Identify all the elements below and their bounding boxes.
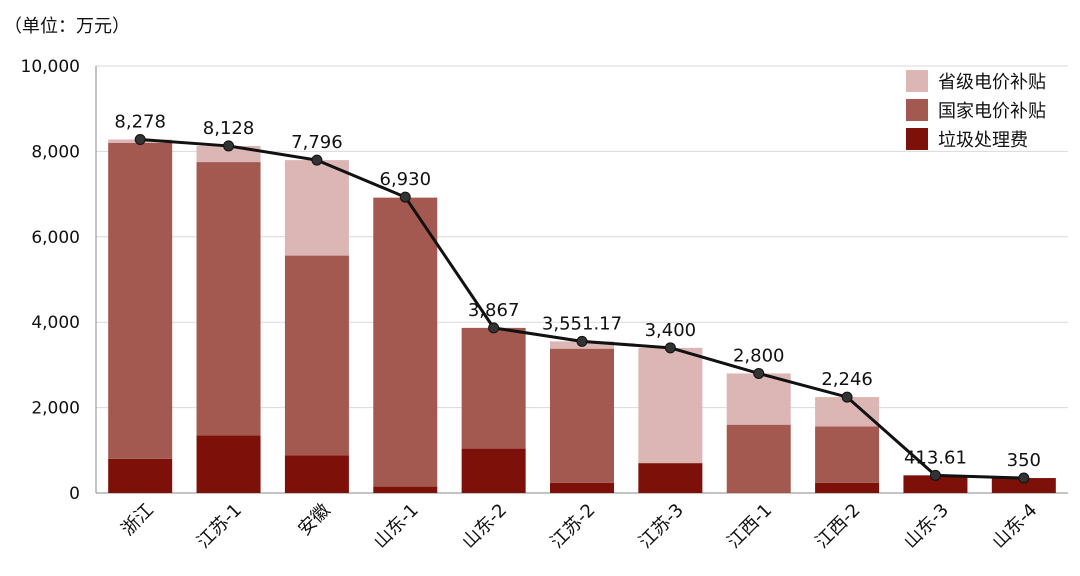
total-point [664, 342, 676, 354]
bar-segment-garbage [196, 435, 261, 493]
x-tick-label: 江西-2 [812, 500, 865, 553]
y-tick-label: 2,000 [31, 399, 80, 419]
total-point [841, 391, 853, 403]
legend-swatch [906, 128, 928, 150]
y-tick-label: 6,000 [31, 228, 80, 248]
bar-segment-national [461, 327, 526, 449]
bar-segment-garbage [903, 475, 968, 493]
total-point [488, 322, 500, 334]
bar-segment-garbage [108, 458, 173, 493]
total-point [753, 367, 765, 379]
data-label: 8,278 [114, 112, 166, 133]
bar-segment-national [108, 142, 173, 459]
y-tick-label: 10,000 [21, 57, 80, 77]
bar-segment-garbage [373, 486, 438, 493]
bar-segment-garbage [815, 482, 880, 493]
bar-segment-provincial [726, 373, 791, 425]
data-label: 350 [1007, 450, 1041, 471]
bar-segment-national [726, 424, 791, 493]
total-point [311, 154, 323, 166]
bar-segment-national [284, 255, 349, 456]
x-tick-label: 山东-1 [370, 500, 423, 553]
bar-segment-national [373, 197, 438, 487]
bar-segment-national [815, 426, 880, 483]
x-tick-label: 安徽 [294, 500, 334, 540]
bar-segment-provincial [638, 347, 703, 464]
y-tick-label: 4,000 [31, 313, 80, 333]
data-label: 2,246 [821, 369, 873, 390]
data-label: 413.61 [904, 447, 967, 468]
bar-segment-garbage [991, 478, 1056, 493]
x-tick-label: 山东-2 [458, 500, 511, 553]
legend-label: 垃圾处理费 [938, 130, 1028, 151]
y-tick-label: 8,000 [31, 142, 80, 162]
bar-segment-garbage [461, 448, 526, 493]
y-tick-label: 0 [69, 484, 80, 504]
data-label: 7,796 [291, 132, 343, 153]
x-tick-label: 浙江 [117, 500, 157, 540]
total-point [929, 469, 941, 481]
total-point [134, 134, 146, 146]
legend-swatch [906, 70, 928, 92]
total-point [576, 335, 588, 347]
unit-label: （单位：万元） [4, 16, 130, 37]
bar-segment-national [196, 162, 261, 436]
data-label: 8,128 [203, 118, 255, 139]
legend-swatch [906, 99, 928, 121]
total-point [399, 191, 411, 203]
bar-segment-garbage [550, 482, 614, 493]
legend-label: 国家电价补贴 [938, 101, 1046, 122]
bar-segment-garbage [638, 463, 703, 493]
bar-segment-provincial [284, 160, 349, 256]
bar-segment-garbage [284, 455, 349, 493]
data-label: 2,800 [733, 345, 785, 366]
x-tick-label: 山东-4 [988, 500, 1041, 553]
bar-segment-national [550, 348, 614, 483]
x-tick-label: 江苏-2 [547, 500, 600, 553]
x-tick-label: 江西-1 [723, 500, 776, 553]
legend-label: 省级电价补贴 [938, 72, 1046, 93]
x-tick-label: 江苏-3 [635, 500, 688, 553]
x-tick-label: 山东-3 [900, 500, 953, 553]
data-label: 3,551.17 [542, 313, 622, 334]
total-point [1018, 472, 1030, 484]
data-label: 6,930 [380, 169, 432, 190]
x-tick-label: 江苏-1 [193, 500, 246, 553]
data-label: 3,867 [468, 300, 520, 321]
data-label: 3,400 [645, 320, 697, 341]
total-point [223, 140, 235, 152]
